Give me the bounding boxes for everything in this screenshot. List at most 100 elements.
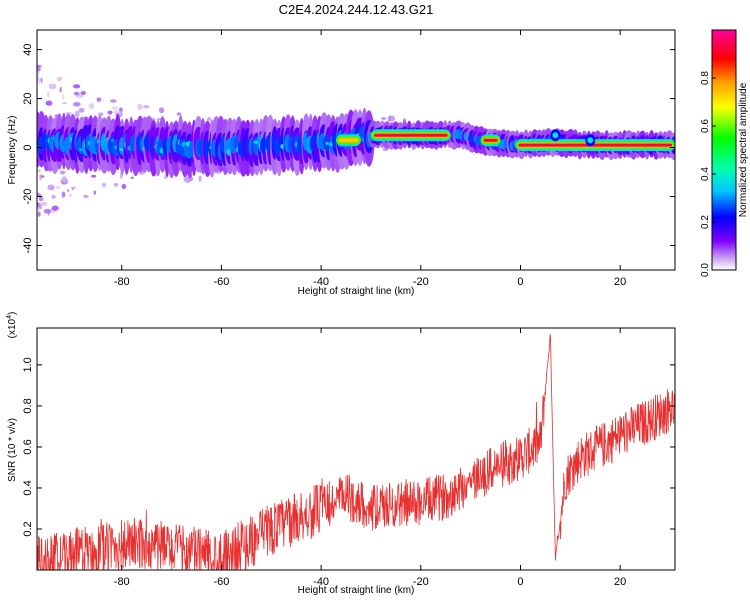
colorbar-tick-label: 0.4 <box>700 167 711 181</box>
noise-speck <box>59 86 62 93</box>
noise-speck <box>47 184 55 191</box>
noise-speck <box>110 99 117 103</box>
spectrogram-y-tick-label: 40 <box>22 43 34 55</box>
noise-speck <box>90 174 97 178</box>
noise-speck <box>176 112 182 116</box>
noise-speck <box>119 107 123 113</box>
snr-frame <box>36 327 676 571</box>
noise-speck <box>159 107 165 114</box>
band-bump-core <box>552 132 559 139</box>
snr-panel: -80 -60 -40 -20 0 20 0.2 0.4 0.6 0.8 1.0 Height o… <box>6 312 676 596</box>
colorbar-tick-label: 0.8 <box>700 71 711 85</box>
snr-y-axis-label: SNR (10 * v/v) <box>7 418 18 482</box>
spectrogram-x-tick-label: -20 <box>413 276 429 288</box>
spectrogram-x-axis-label: Height of straight line (km) <box>298 286 415 297</box>
snr-x-axis-label: Height of straight line (km) <box>298 585 415 596</box>
spectrogram-y-tick-label: -40 <box>22 238 34 254</box>
noise-speck <box>80 91 86 95</box>
noise-speck <box>61 176 68 183</box>
spectrogram-x-tick-label: -80 <box>114 276 130 288</box>
noise-speck <box>37 67 41 72</box>
noise-speck <box>121 183 127 190</box>
snr-y-tick-label: 0.6 <box>22 439 34 454</box>
spectrogram-y-tick-label: 20 <box>22 92 34 104</box>
noise-speck <box>207 117 212 121</box>
noise-speck <box>101 182 107 188</box>
colorbar-tick-label: 0.2 <box>700 215 711 229</box>
noise-speck <box>69 193 72 197</box>
snr-y-tick-label: 0.8 <box>22 398 34 413</box>
band-peak-segment <box>370 129 451 142</box>
noise-speck <box>51 205 59 211</box>
noise-speck <box>381 117 387 120</box>
noise-speck <box>55 185 61 190</box>
snr-x-tick-label: 20 <box>614 576 626 588</box>
noise-speck <box>37 64 42 68</box>
noise-speck <box>198 175 202 182</box>
noise-speck <box>62 93 65 100</box>
band-peak-segment <box>480 134 501 147</box>
snr-x-tick-label: -80 <box>114 576 130 588</box>
noise-speck <box>111 106 119 111</box>
noise-speck <box>74 110 80 118</box>
noise-speck <box>37 169 41 173</box>
snr-x-tick-label: -40 <box>313 576 329 588</box>
noise-speck <box>107 110 113 115</box>
noise-speck <box>38 195 43 202</box>
noise-speck <box>47 91 50 98</box>
spectrogram-x-tick-label: 0 <box>517 276 523 288</box>
noise-speck <box>72 102 81 107</box>
noise-speck <box>48 83 57 90</box>
noise-speck <box>137 103 143 111</box>
snr-y-tick-label: 1.0 <box>22 357 34 372</box>
noise-speck <box>40 77 43 83</box>
noise-speck <box>39 174 42 181</box>
noise-speck <box>83 194 89 199</box>
snr-y-multiplier: (x104) <box>6 312 18 339</box>
spectrogram-x-tick-label: -60 <box>213 276 229 288</box>
spectrogram-y-tick-label: 0 <box>22 144 34 150</box>
snr-x-tick-label: -60 <box>213 576 229 588</box>
band-bump-core <box>587 137 594 144</box>
snr-series-line <box>37 334 675 570</box>
noise-speck <box>56 76 63 82</box>
spectrogram-x-tick-label: -40 <box>313 276 329 288</box>
noise-speck <box>65 111 73 116</box>
spectrogram-x-tick-label: 20 <box>614 276 626 288</box>
noise-speck <box>43 208 52 214</box>
colorbar: 0.0 0.2 0.4 0.6 0.8 Normalized spectral ampl… <box>700 29 749 277</box>
noise-speck <box>62 102 67 105</box>
noise-speck <box>73 91 80 96</box>
noise-speck <box>142 105 150 109</box>
snr-x-tick-label: 0 <box>517 576 523 588</box>
noise-speck <box>88 103 95 109</box>
noise-speck <box>112 110 121 114</box>
spectrogram-y-axis-label: Frequency (Hz) <box>7 116 18 185</box>
figure-title: C2E4.2024.244.12.43.G21 <box>279 2 434 17</box>
noise-speck <box>61 191 66 198</box>
noise-speck <box>93 190 96 195</box>
noise-speck <box>51 195 56 199</box>
noise-speck <box>37 192 40 195</box>
colorbar-tick-label: 0.0 <box>700 263 711 277</box>
noise-speck <box>40 201 48 206</box>
noise-speck <box>45 100 53 106</box>
noise-speck <box>37 76 40 79</box>
colorbar-gradient <box>711 29 737 271</box>
noise-speck <box>59 170 66 175</box>
noise-speck <box>72 84 81 89</box>
noise-speck <box>37 211 41 217</box>
snr-y-tick-label: 0.4 <box>22 480 34 495</box>
noise-speck <box>71 186 76 189</box>
noise-speck <box>67 188 70 193</box>
noise-speck <box>37 207 41 212</box>
spectrogram-frame <box>36 29 676 271</box>
snr-x-tick-label: -20 <box>413 576 429 588</box>
spectrogram-y-tick-label: -20 <box>22 189 34 205</box>
noise-speck <box>41 175 45 178</box>
spectrogram-panel: -80 -60 -40 -20 0 20 40 20 0 -20 -40 Height of st… <box>7 29 676 297</box>
snr-y-tick-label: 0.2 <box>22 521 34 536</box>
noise-speck <box>388 115 392 122</box>
band-peak-segment <box>336 134 361 147</box>
